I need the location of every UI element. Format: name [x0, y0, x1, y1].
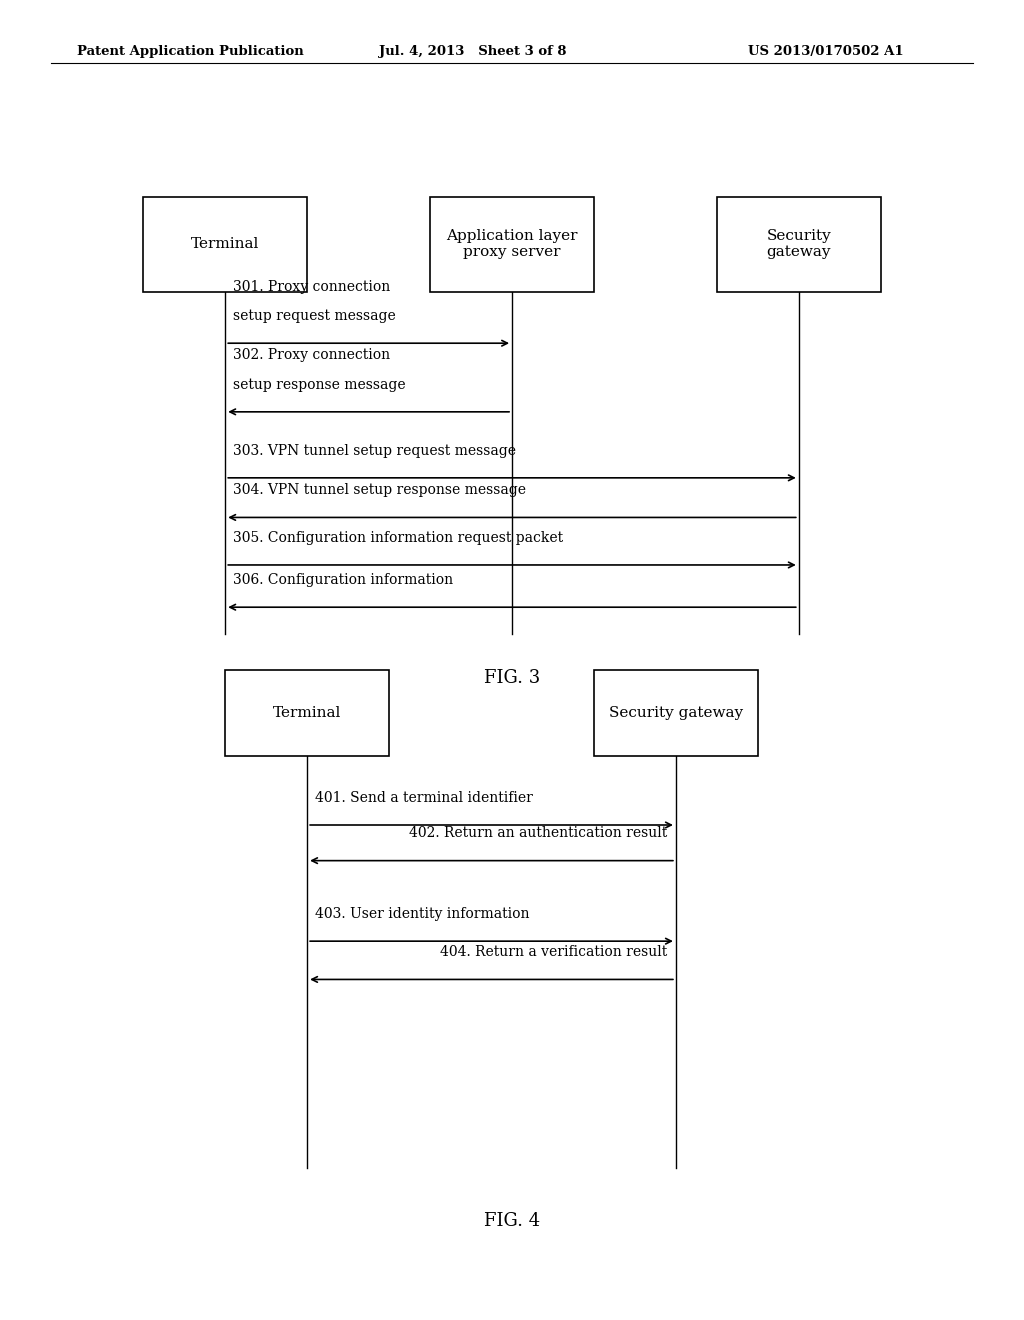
- Bar: [594, 671, 758, 755]
- Text: Terminal: Terminal: [273, 706, 341, 719]
- Text: 303. VPN tunnel setup request message: 303. VPN tunnel setup request message: [233, 444, 516, 458]
- Text: Terminal: Terminal: [191, 238, 259, 251]
- Text: 304. VPN tunnel setup response message: 304. VPN tunnel setup response message: [233, 483, 526, 498]
- Text: Jul. 4, 2013   Sheet 3 of 8: Jul. 4, 2013 Sheet 3 of 8: [379, 45, 566, 58]
- Text: 403. User identity information: 403. User identity information: [315, 907, 529, 921]
- Text: 306. Configuration information: 306. Configuration information: [233, 573, 454, 587]
- Text: 401. Send a terminal identifier: 401. Send a terminal identifier: [315, 791, 534, 805]
- Text: setup response message: setup response message: [233, 378, 407, 392]
- Text: FIG. 4: FIG. 4: [484, 1212, 540, 1230]
- Text: Patent Application Publication: Patent Application Publication: [77, 45, 303, 58]
- Bar: [430, 197, 594, 292]
- Text: 305. Configuration information request packet: 305. Configuration information request p…: [233, 531, 563, 545]
- Text: 301. Proxy connection: 301. Proxy connection: [233, 280, 391, 294]
- Text: setup request message: setup request message: [233, 309, 396, 323]
- Text: Security gateway: Security gateway: [609, 706, 742, 719]
- Text: 404. Return a verification result: 404. Return a verification result: [440, 945, 668, 960]
- Bar: [225, 671, 389, 755]
- Text: Security
gateway: Security gateway: [766, 230, 831, 259]
- Bar: [143, 197, 307, 292]
- Bar: [717, 197, 881, 292]
- Text: US 2013/0170502 A1: US 2013/0170502 A1: [748, 45, 903, 58]
- Text: 402. Return an authentication result: 402. Return an authentication result: [410, 826, 668, 841]
- Text: Application layer
proxy server: Application layer proxy server: [446, 230, 578, 259]
- Text: FIG. 3: FIG. 3: [484, 669, 540, 688]
- Text: 302. Proxy connection: 302. Proxy connection: [233, 348, 390, 363]
